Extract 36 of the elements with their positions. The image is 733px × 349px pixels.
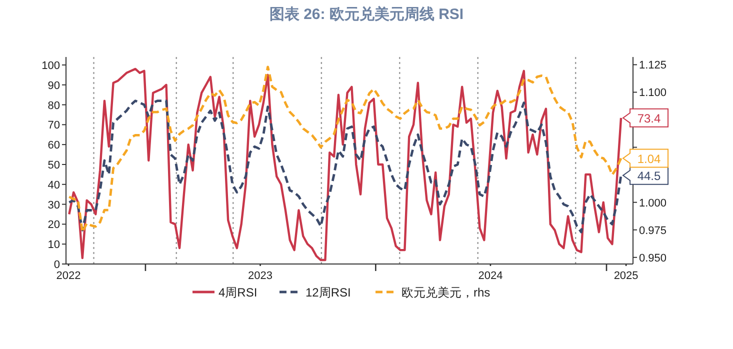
data-label: 73.4 (637, 111, 662, 126)
legend-item: 12周RSI (280, 286, 351, 300)
legend-item: 欧元兑美元，rhs (376, 286, 490, 300)
line-series (68, 66, 622, 234)
y-tick-label: 80 (48, 100, 60, 112)
y2-tick-label: 0.950 (639, 252, 667, 264)
y-tick-label: 30 (48, 199, 60, 212)
legend-label: 4周RSI (218, 286, 258, 300)
x-tick-label: 2023 (248, 270, 272, 282)
y2-tick-label: 1.000 (639, 197, 667, 210)
legend-label: 12周RSI (306, 286, 351, 300)
value-label: 73.4 (622, 108, 669, 128)
y2-tick-label: 1.100 (639, 87, 667, 100)
value-label: 1.04 (622, 148, 669, 168)
y2-tick-label: 1.125 (639, 60, 667, 72)
x-tick-label: 2022 (56, 270, 81, 282)
value-label: 44.5 (622, 166, 669, 185)
y-tick-label: 0 (54, 259, 60, 271)
y-tick-label: 60 (48, 140, 60, 152)
y-tick-label: 100 (42, 60, 60, 72)
x-tick-label: 2025 (614, 270, 638, 282)
data-label: 44.5 (637, 168, 662, 183)
y-tick-label: 40 (48, 179, 60, 192)
chart-title: 图表 26: 欧元兑美元周线 RSI (269, 5, 464, 23)
line-series (68, 100, 622, 234)
y-tick-label: 10 (48, 239, 60, 252)
x-tick-label: 2024 (478, 270, 503, 282)
legend-label: 欧元兑美元，rhs (402, 286, 490, 300)
y-tick-label: 50 (48, 159, 60, 172)
line-series (68, 68, 622, 262)
data-label: 1.04 (637, 152, 662, 166)
y-tick-label: 90 (48, 80, 60, 92)
y-tick-label: 70 (48, 120, 60, 132)
y2-tick-label: 0.975 (639, 224, 667, 237)
y-tick-label: 20 (48, 219, 60, 232)
legend-item: 4周RSI (192, 286, 258, 300)
